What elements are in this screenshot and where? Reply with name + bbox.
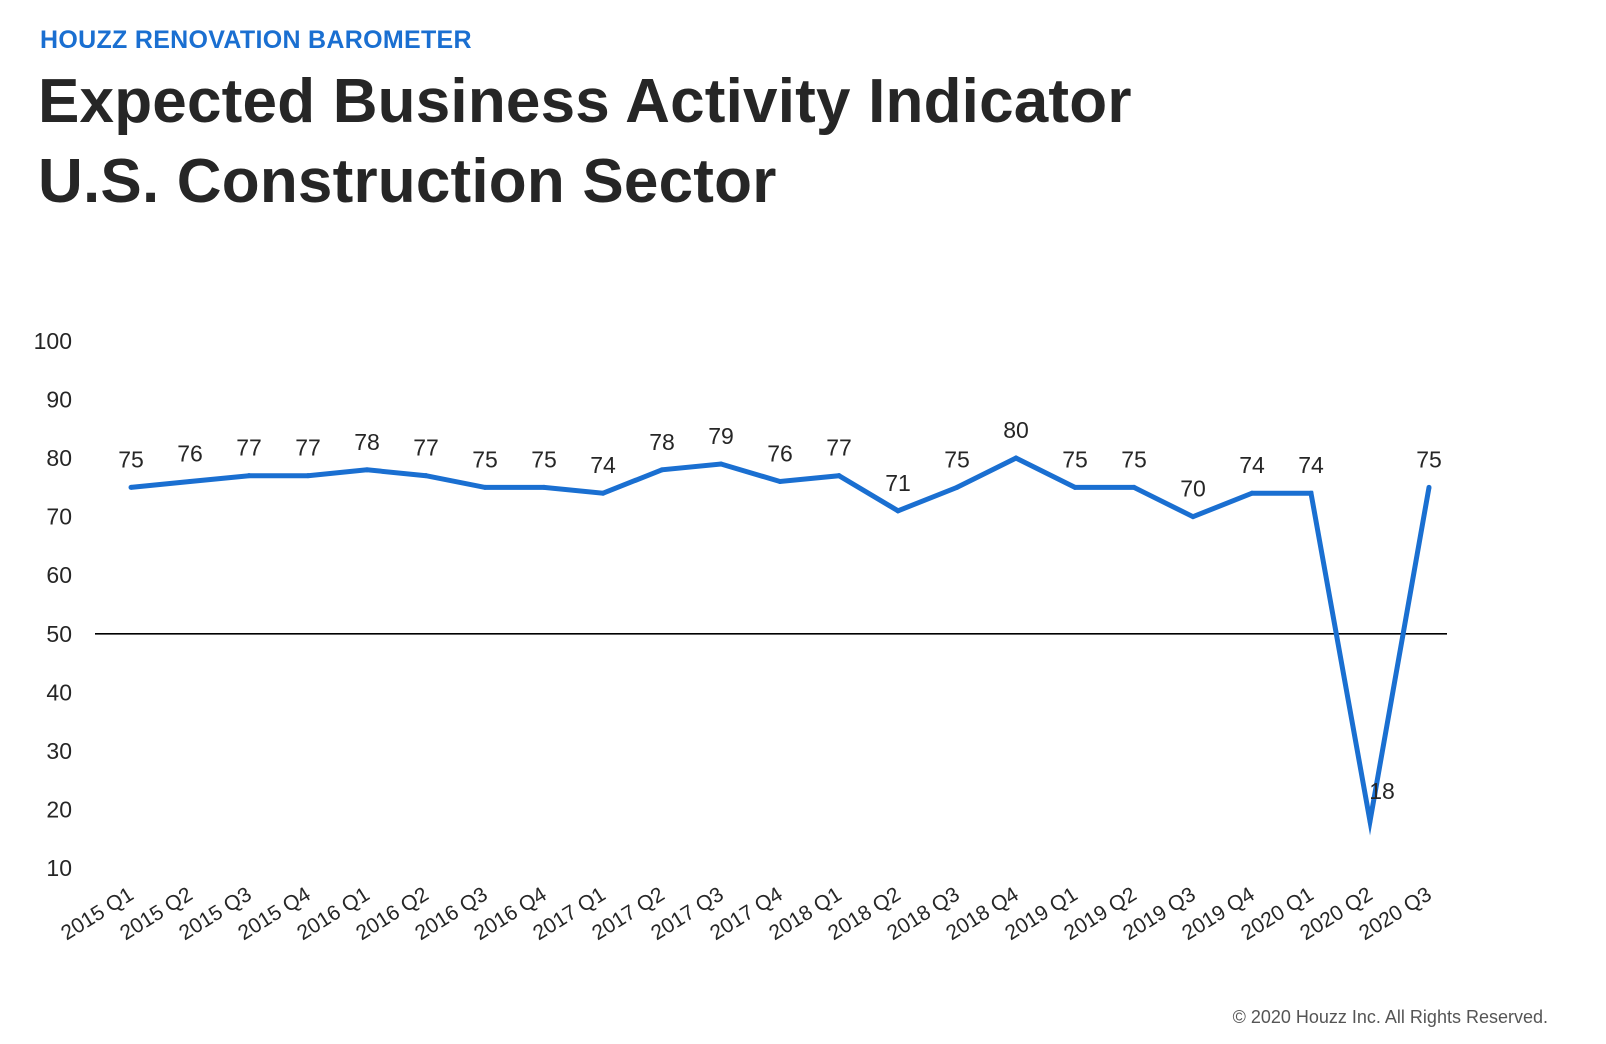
- y-axis-tick-labels: 100 90 80 70 60 50 40 30 20 10: [34, 328, 72, 881]
- copyright-notice: © 2020 Houzz Inc. All Rights Reserved.: [1232, 1007, 1548, 1027]
- data-point-2019-q1: [1072, 484, 1078, 490]
- data-label-2020-q2: 18: [1369, 778, 1395, 804]
- data-point-2020-q1: [1308, 490, 1314, 496]
- data-point-2020-q2: [1367, 818, 1373, 824]
- data-label-2020-q1: 74: [1298, 452, 1324, 478]
- data-label-2019-q4: 74: [1239, 452, 1265, 478]
- data-point-2018-q2: [895, 508, 901, 514]
- data-point-2018-q1: [836, 473, 842, 479]
- data-label-2018-q3: 75: [944, 446, 970, 472]
- data-point-2015-q2: [187, 479, 193, 485]
- data-point-2019-q2: [1131, 484, 1137, 490]
- data-labels-group: 75 76 77 77 78 77 75 75 74 78 79 76 77 71 75 80 75 75 70 74…: [118, 417, 1442, 804]
- data-point-2017-q3: [718, 461, 724, 467]
- series-group: [128, 455, 1432, 836]
- page-title: Expected Business Activity Indicator U.S…: [38, 62, 1132, 222]
- title-line-1: Expected Business Activity Indicator: [38, 67, 1132, 136]
- data-point-2017-q4: [777, 479, 783, 485]
- series-line: [130, 455, 1432, 836]
- y-tick-label-20: 20: [46, 796, 72, 822]
- data-point-2016-q4: [541, 484, 547, 490]
- y-tick-label-40: 40: [46, 679, 72, 705]
- y-tick-label-50: 50: [46, 621, 72, 647]
- data-point-2015-q1: [128, 484, 134, 490]
- data-point-2016-q2: [423, 473, 429, 479]
- y-tick-label-10: 10: [46, 855, 72, 881]
- data-point-2015-q3: [246, 473, 252, 479]
- data-label-2015-q1: 75: [118, 446, 144, 472]
- title-line-2: U.S. Construction Sector: [38, 147, 777, 216]
- data-label-2015-q2: 76: [177, 441, 203, 467]
- data-label-2015-q4: 77: [295, 435, 321, 461]
- data-point-2017-q1: [600, 490, 606, 496]
- data-label-2017-q4: 76: [767, 441, 793, 467]
- data-point-2019-q4: [1249, 490, 1255, 496]
- data-point-2017-q2: [659, 467, 665, 473]
- data-label-2019-q2: 75: [1121, 446, 1147, 472]
- data-label-2018-q1: 77: [826, 435, 852, 461]
- data-label-2017-q1: 74: [590, 452, 616, 478]
- eyebrow-label: HOUZZ RENOVATION BAROMETER: [40, 26, 472, 54]
- data-point-2020-q3: [1426, 484, 1432, 490]
- data-label-2016-q2: 77: [413, 435, 439, 461]
- data-label-2018-q4: 80: [1003, 417, 1029, 443]
- y-tick-label-90: 90: [46, 387, 72, 413]
- data-label-2016-q4: 75: [531, 446, 557, 472]
- data-label-2017-q2: 78: [649, 429, 675, 455]
- data-label-2016-q3: 75: [472, 446, 498, 472]
- y-tick-label-70: 70: [46, 504, 72, 530]
- data-point-2019-q3: [1190, 514, 1196, 520]
- data-label-2019-q1: 75: [1062, 446, 1088, 472]
- data-point-2016-q1: [364, 467, 370, 473]
- y-tick-label-100: 100: [34, 328, 72, 354]
- y-tick-label-30: 30: [46, 738, 72, 764]
- data-label-2020-q3: 75: [1416, 446, 1442, 472]
- data-point-2018-q3: [954, 484, 960, 490]
- data-label-2017-q3: 79: [708, 423, 734, 449]
- data-point-2016-q3: [482, 484, 488, 490]
- data-label-2016-q1: 78: [354, 429, 380, 455]
- data-point-2018-q4: [1013, 455, 1019, 461]
- data-point-2015-q4: [305, 473, 311, 479]
- data-label-2019-q3: 70: [1180, 476, 1206, 502]
- data-label-2015-q3: 77: [236, 435, 262, 461]
- data-label-2018-q2: 71: [885, 470, 911, 496]
- y-tick-label-60: 60: [46, 562, 72, 588]
- y-tick-label-80: 80: [46, 445, 72, 471]
